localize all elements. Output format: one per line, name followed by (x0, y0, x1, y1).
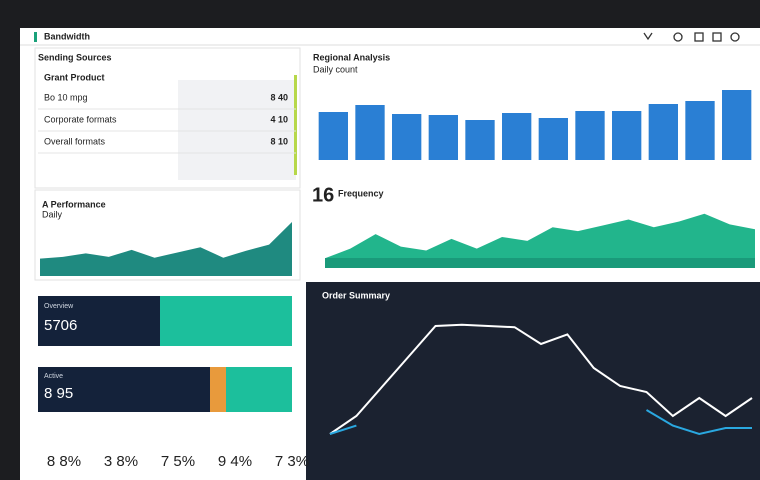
kpi-value: 5706 (44, 317, 77, 334)
row-value: 4 10 (270, 114, 288, 124)
icon[interactable] (730, 32, 740, 42)
kpi-bar (210, 367, 226, 412)
stat-value: 7 5% (161, 453, 195, 470)
bar (722, 90, 752, 160)
area (325, 213, 755, 268)
area-title: A Performance (42, 199, 106, 209)
table-accent (294, 75, 297, 175)
line-panel (306, 282, 760, 480)
kpi-bar (226, 367, 292, 412)
row-value: 8 10 (270, 136, 288, 146)
kpi-label: Overview (44, 303, 74, 310)
bar (612, 111, 642, 160)
icon[interactable] (694, 32, 704, 42)
row-value: 8 40 (270, 92, 288, 102)
logo (34, 32, 37, 42)
area-title: Frequency (338, 188, 384, 198)
table-subtitle: Grant Product (44, 72, 105, 82)
table-title: Sending Sources (38, 52, 112, 62)
row-label: Corporate formats (44, 114, 117, 124)
bar (465, 120, 495, 160)
row-label: Bo 10 mpg (44, 92, 88, 102)
bar (538, 118, 568, 160)
bar (355, 105, 385, 160)
kpi-box (38, 296, 160, 346)
big-number: 16 (312, 184, 334, 206)
stat-value: 3 8% (104, 453, 138, 470)
bar (685, 101, 715, 160)
bar (502, 113, 532, 160)
icon[interactable] (673, 32, 683, 42)
icon[interactable] (643, 32, 653, 41)
stat-value: 9 4% (218, 453, 252, 470)
kpi-box (38, 367, 210, 412)
kpi-label: Active (44, 373, 63, 380)
bar (575, 111, 605, 160)
line-title: Order Summary (322, 290, 390, 300)
toolbar (643, 32, 740, 42)
area-subtitle: Daily (42, 209, 63, 219)
stat-value: 8 8% (47, 453, 81, 470)
kpi-value: 8 95 (44, 385, 73, 402)
area-base (325, 258, 755, 268)
bar (392, 114, 422, 160)
line (329, 409, 752, 436)
row-label: Overall formats (44, 136, 106, 146)
kpi-bar (160, 296, 292, 346)
line (329, 323, 753, 435)
area (40, 221, 292, 276)
app-title: Bandwidth (44, 31, 90, 41)
bar (428, 115, 458, 160)
bars-title: Regional Analysis (313, 52, 390, 62)
table-shade (178, 80, 296, 180)
icon[interactable] (712, 32, 722, 42)
stat-value: 7 3% (275, 453, 309, 470)
bar (648, 104, 678, 160)
bar (318, 112, 348, 160)
bars-subtitle: Daily count (313, 64, 358, 74)
